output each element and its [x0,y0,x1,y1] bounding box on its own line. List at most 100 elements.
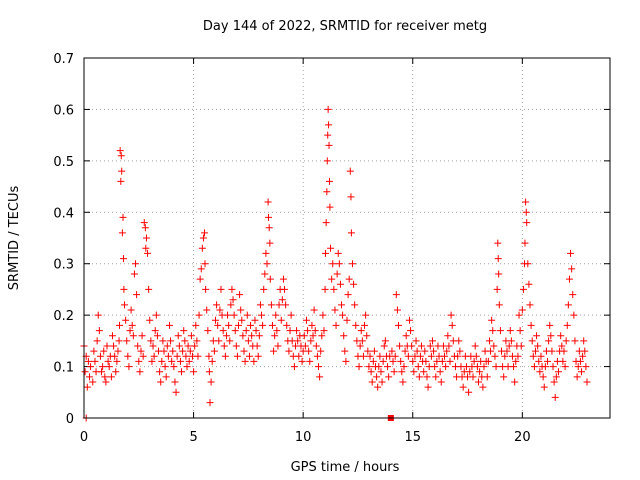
data-point [136,368,144,376]
data-point [115,337,123,345]
data-point [444,332,452,340]
data-point [398,368,406,376]
data-point [259,321,267,329]
data-point [214,321,222,329]
data-point [362,311,370,319]
data-point [91,357,99,365]
data-point [473,363,481,371]
data-point [401,347,409,355]
data-point [373,373,381,381]
data-point [260,285,268,293]
data-point [313,352,321,360]
data-point [121,301,129,309]
data-point [255,332,263,340]
data-point [204,327,212,335]
data-point [217,285,225,293]
data-point [465,388,473,396]
data-point [130,270,138,278]
data-point [287,311,295,319]
data-point [549,363,557,371]
data-point [485,337,493,345]
data-point [405,316,413,324]
data-point [545,337,553,345]
data-point [256,301,264,309]
data-point [266,275,274,283]
data-point [309,332,317,340]
data-point [261,270,269,278]
data-point [550,378,558,386]
data-point [187,332,195,340]
data-point [396,342,404,350]
data-point [176,357,184,365]
data-point [98,368,106,376]
data-point [366,352,374,360]
data-point [250,357,258,365]
data-point [225,321,233,329]
data-point [304,327,312,335]
data-point [125,363,133,371]
data-point [199,234,207,242]
data-point [212,316,219,324]
data-point [580,337,588,345]
data-point [404,352,412,360]
data-point [138,332,146,340]
data-point [546,321,554,329]
data-point [456,347,464,355]
data-point [90,347,98,355]
data-point [178,368,186,376]
data-point [146,316,154,324]
data-point [197,265,205,273]
data-point [243,311,251,319]
data-point [273,327,281,335]
data-point [228,285,236,293]
data-point [213,301,221,309]
data-points [80,105,591,422]
data-point [174,332,182,340]
data-point [547,332,555,340]
data-point [495,301,503,309]
data-point [336,280,344,288]
data-point [338,301,346,309]
data-point [496,327,504,335]
data-point [505,342,513,350]
y-tick-label: 0.3 [53,258,74,273]
data-point [275,301,283,309]
data-point [480,363,488,371]
data-point [352,321,360,329]
data-point [516,327,524,335]
data-point [283,321,291,329]
data-point [537,352,545,360]
data-point [325,141,333,149]
data-point [316,373,324,381]
data-point [220,342,228,350]
data-point [265,213,273,221]
data-point [540,383,548,391]
data-point [251,316,259,324]
data-point [195,311,203,319]
data-point [306,357,314,365]
data-point [529,352,537,360]
data-point [240,347,248,355]
data-point [150,352,158,360]
data-point [203,306,211,314]
data-point [544,357,552,365]
data-point [364,347,372,355]
data-point [231,327,239,335]
data-point [224,311,232,319]
data-point [84,357,92,365]
data-point [201,260,209,268]
data-point [563,321,571,329]
data-point [416,352,424,360]
data-point [427,352,435,360]
data-point [414,363,422,371]
data-point [552,373,560,381]
data-point [469,373,477,381]
y-axis-label: SRMTID / TECUs [7,186,22,291]
data-point [341,347,349,355]
data-point [210,347,218,355]
data-point [324,131,332,139]
data-point [423,373,431,381]
data-point [325,121,333,129]
data-point [326,203,334,211]
